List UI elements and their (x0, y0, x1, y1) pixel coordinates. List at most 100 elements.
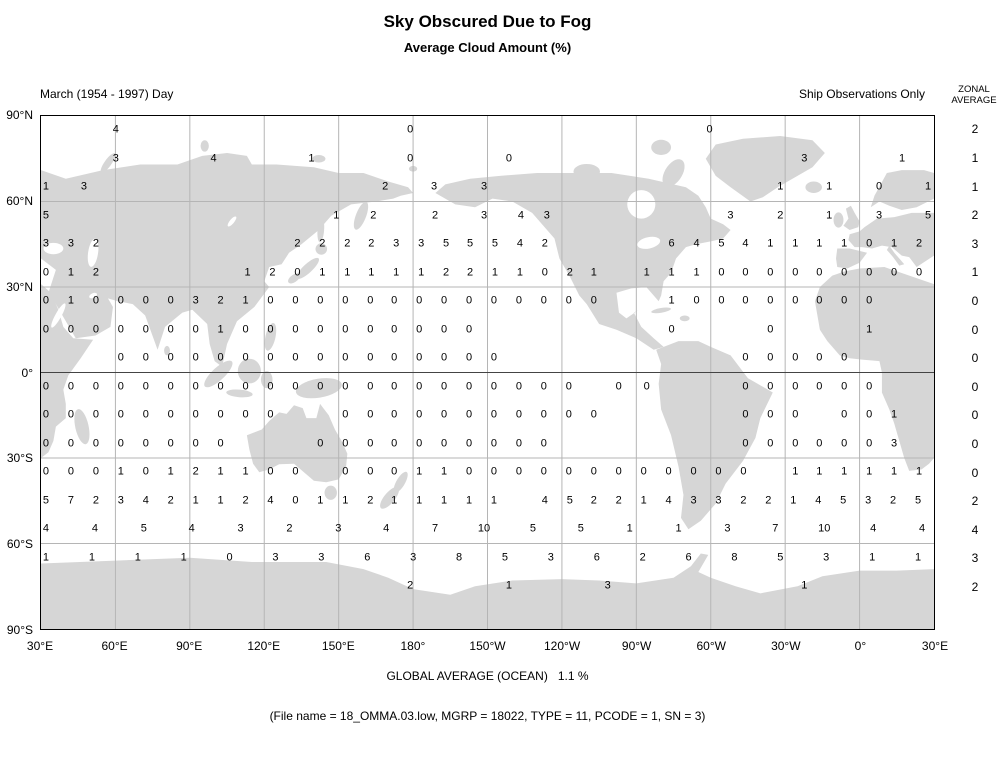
grid-value: 0 (465, 408, 473, 421)
grid-value: 0 (505, 152, 512, 165)
page-title: Sky Obscured Due to Fog (383, 12, 592, 31)
grid-value: 0 (540, 408, 547, 421)
grid-value: 4 (91, 522, 98, 535)
grid-value: 2 (217, 294, 224, 307)
black-sea (43, 242, 64, 255)
grid-value: 1 (826, 180, 833, 193)
grid-value: 1 (465, 494, 473, 507)
grid-value: 4 (541, 494, 548, 507)
grid-value: 0 (816, 351, 823, 364)
title-block: Sky Obscured Due to Fog Average Cloud Am… (0, 12, 975, 55)
grid-value: 0 (391, 437, 398, 450)
island-severnaya-zemlya (200, 140, 209, 152)
grid-value: 0 (706, 123, 713, 136)
grid-value: 0 (117, 408, 124, 421)
period-label: March (1954 - 1997) Day (40, 87, 174, 101)
grid-value: 1 (841, 237, 848, 250)
grid-value: 4 (693, 237, 700, 250)
grid-value: 0 (117, 294, 124, 307)
zonal-average-value: 1 (971, 265, 979, 280)
grid-value: 0 (42, 437, 50, 450)
grid-value: 0 (167, 408, 174, 421)
lon-tick-label: 60°W (696, 639, 726, 653)
grid-value: 0 (342, 437, 349, 450)
grid-value: 0 (915, 266, 923, 279)
grid-value: 0 (292, 494, 299, 507)
grid-value: 4 (42, 522, 50, 535)
grid-value: 0 (515, 408, 522, 421)
island-victoria (573, 163, 600, 180)
grid-value: 4 (742, 237, 749, 250)
grid-value: 2 (319, 237, 326, 250)
graticule (41, 116, 934, 629)
grid-value: 1 (767, 237, 774, 250)
grid-value: 0 (490, 351, 498, 364)
grid-value: 0 (665, 465, 672, 478)
grid-value: 0 (465, 437, 473, 450)
grid-value: 1 (217, 323, 224, 336)
grid-value: 3 (865, 494, 872, 507)
grid-value: 0 (742, 294, 749, 307)
grid-value: 1 (866, 323, 873, 336)
grid-value: 0 (515, 294, 522, 307)
landmass-north-america (435, 173, 731, 350)
grid-value: 1 (693, 266, 700, 279)
grid-value: 0 (742, 437, 749, 450)
grid-value: 2 (443, 266, 450, 279)
grid-value: 1 (244, 266, 251, 279)
grid-value: 7 (67, 494, 74, 507)
grid-value: 0 (718, 294, 725, 307)
lat-tick-label: 60°N (6, 193, 33, 208)
grid-value: 3 (480, 180, 488, 193)
lon-tick-label: 60°E (101, 639, 128, 653)
grid-value: 3 (727, 209, 734, 222)
grid-value: 1 (891, 408, 898, 421)
lat-tick-label: 0° (21, 365, 33, 380)
island-philippines (264, 323, 277, 351)
grid-value: 3 (690, 494, 697, 507)
grid-value: 0 (317, 380, 324, 393)
landmass-italy (886, 245, 905, 266)
landmass-africa-east (41, 284, 94, 458)
grid-value: 0 (391, 351, 398, 364)
grid-value: 0 (767, 323, 774, 336)
grid-value: 0 (866, 237, 873, 250)
grid-value: 0 (367, 323, 374, 336)
persian-gulf (89, 292, 98, 299)
grid-value: 2 (367, 494, 374, 507)
grid-value: 1 (675, 522, 682, 535)
grid-value: 1 (441, 465, 448, 478)
grid-value: 0 (367, 465, 374, 478)
grid-value: 1 (891, 237, 898, 250)
island-kyushu (288, 273, 300, 284)
grid-value: 3 (335, 522, 342, 535)
lon-tick-label: 30°E (921, 639, 949, 653)
zonal-average-value: 0 (971, 293, 979, 308)
grid-value: 0 (167, 380, 174, 393)
zonal-average-value: 0 (971, 351, 979, 366)
grid-value: 0 (92, 380, 99, 393)
island-nz-south (380, 487, 399, 509)
grid-value: 0 (841, 266, 848, 279)
grid-value: 0 (742, 380, 749, 393)
grid-value: 3 (112, 152, 119, 165)
zonal-average-value: 4 (971, 522, 979, 537)
grid-value: 3 (604, 579, 611, 592)
grid-value: 0 (67, 437, 74, 450)
global-average-label: GLOBAL AVERAGE (OCEAN) 1.1 % (386, 669, 589, 683)
grid-value: 1 (391, 494, 398, 507)
lon-tick-label: 90°E (176, 639, 203, 653)
inland-waters (43, 190, 661, 328)
zonal-average-value: 0 (971, 322, 979, 337)
grid-value: 2 (890, 494, 897, 507)
grid-value: 0 (267, 380, 274, 393)
grid-value: 2 (370, 209, 377, 222)
grid-value: 0 (142, 351, 149, 364)
grid-value: 0 (117, 380, 124, 393)
grid-value: 0 (792, 266, 799, 279)
grid-value: 0 (317, 351, 324, 364)
landmass-africa-west (814, 267, 934, 471)
grid-value: 0 (465, 380, 473, 393)
landmass-eurasia (41, 153, 414, 367)
